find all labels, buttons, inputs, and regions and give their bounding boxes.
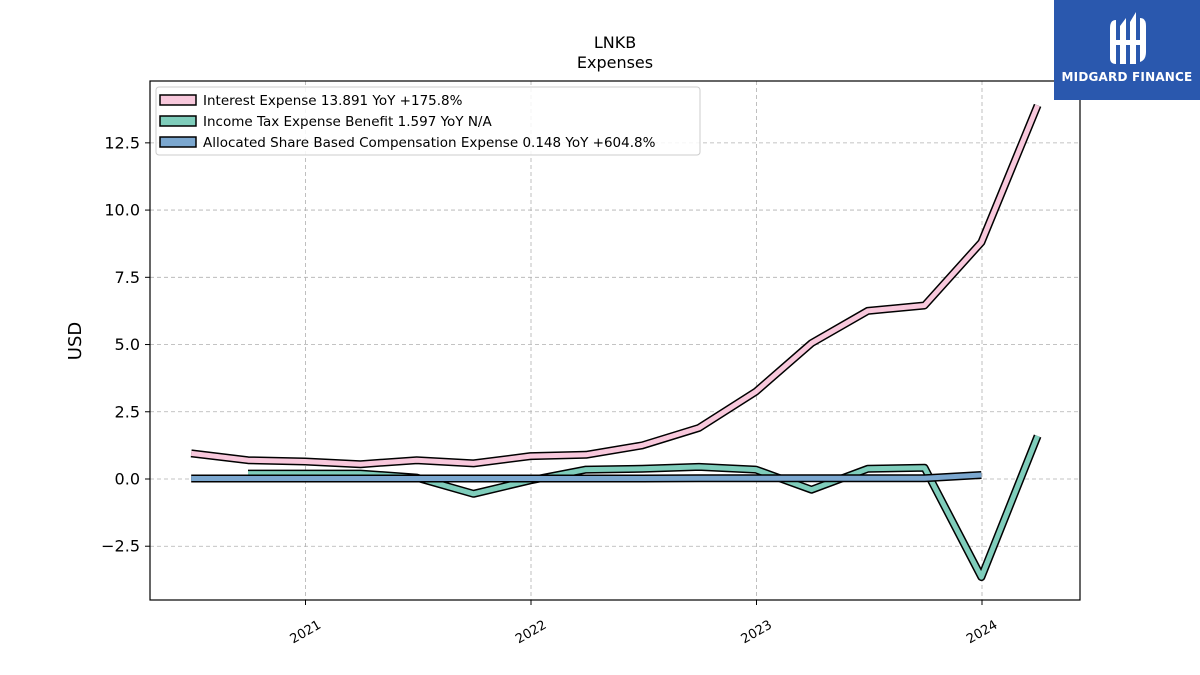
x-tick-label: 2023 — [739, 618, 775, 648]
chart-subtitle: Expenses — [577, 53, 653, 72]
y-tick-label: 12.5 — [104, 133, 140, 152]
legend-swatch — [159, 136, 197, 148]
logo-mark-icon — [1110, 12, 1146, 64]
chart-title: LNKB — [594, 33, 636, 52]
y-tick-label: 2.5 — [115, 402, 140, 421]
series-outline-1 — [248, 434, 1042, 582]
logo-text: MIDGARD FINANCE — [1061, 70, 1193, 84]
x-tick-label: 2024 — [964, 618, 1000, 648]
legend-entry: Allocated Share Based Compensation Expen… — [203, 135, 656, 151]
y-axis-label: USD — [65, 322, 86, 360]
legend-entry: Income Tax Expense Benefit 1.597 YoY N/A — [203, 114, 492, 130]
midgard-finance-logo: MIDGARD FINANCE — [1054, 0, 1200, 100]
x-tick-label: 2021 — [288, 618, 324, 648]
legend-swatch — [159, 115, 197, 127]
y-tick-label: −2.5 — [101, 537, 140, 556]
legend-swatch — [159, 94, 197, 106]
series-lines — [190, 103, 1042, 582]
x-axis: 2021 2022 2023 2024 — [288, 600, 1000, 648]
y-tick-label: 7.5 — [115, 268, 140, 287]
plot-frame — [149, 80, 1081, 601]
legend-entry: Interest Expense 13.891 YoY +175.8% — [203, 93, 463, 109]
y-tick-label: 5.0 — [115, 335, 140, 354]
grid-lines — [150, 81, 1080, 600]
series-outline-0 — [190, 103, 1042, 469]
series-line-0 — [190, 104, 1040, 467]
y-tick-label: 0.0 — [115, 469, 140, 488]
series-line-1 — [248, 435, 1040, 580]
legend-box — [155, 86, 701, 156]
x-tick-label: 2022 — [513, 618, 549, 648]
y-tick-label: 10.0 — [104, 201, 140, 220]
legend: Interest Expense 13.891 YoY +175.8% Incom… — [155, 86, 701, 156]
y-axis: −2.5 0.0 2.5 5.0 7.5 10.0 12.5 — [101, 133, 150, 556]
